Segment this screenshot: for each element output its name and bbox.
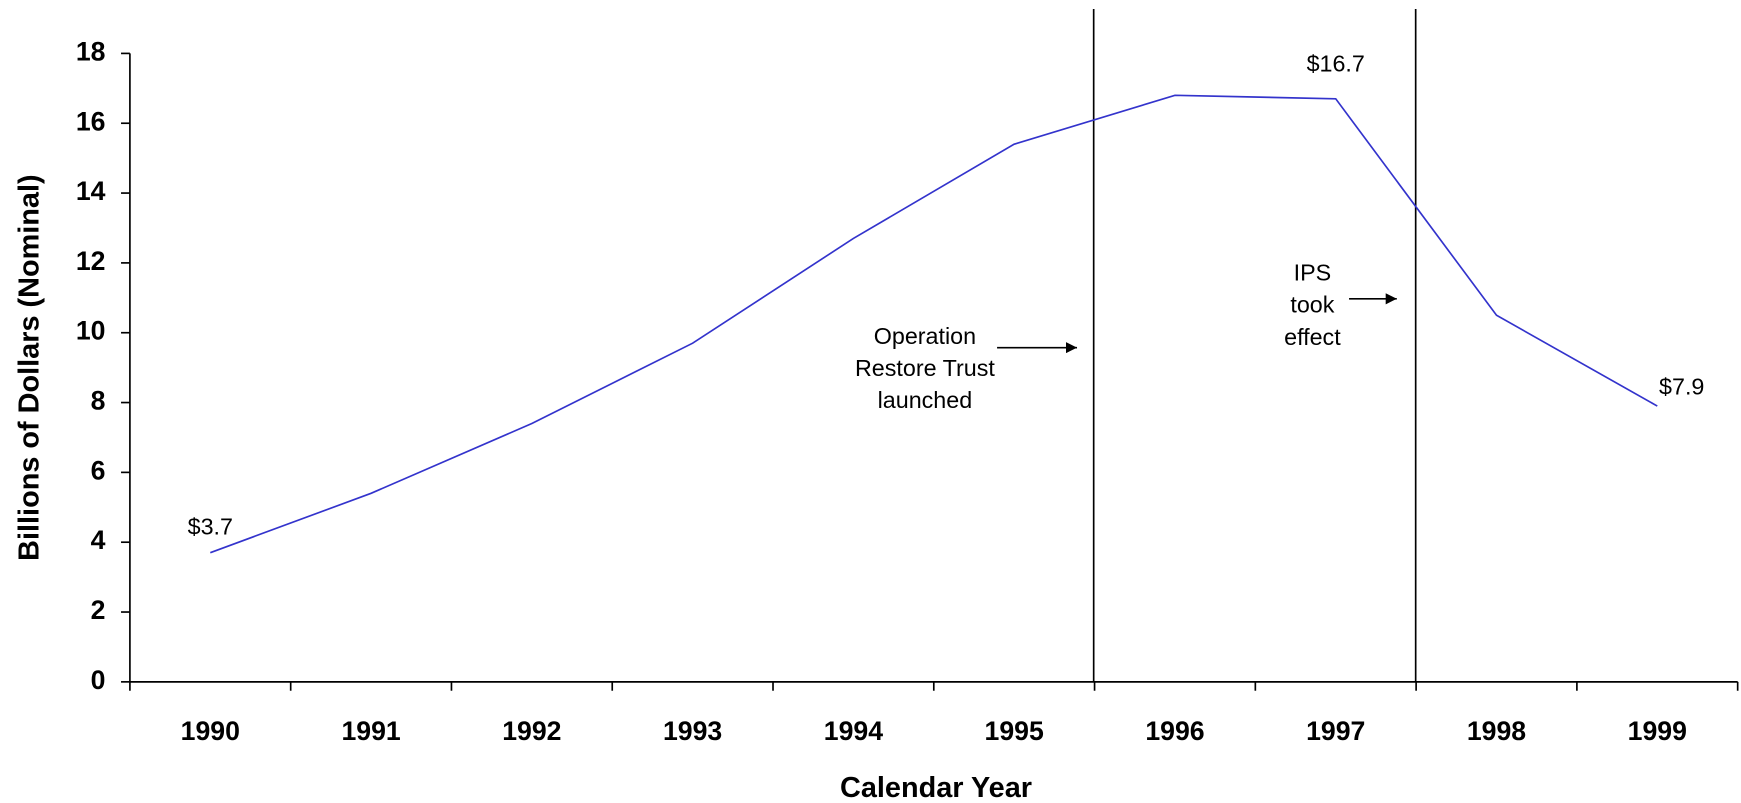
- y-tick-label: 18: [76, 36, 106, 66]
- x-axis-title: Calendar Year: [840, 772, 1032, 803]
- annotation: Operation: [874, 323, 976, 349]
- x-tick-label: 1992: [502, 716, 561, 746]
- y-axis-title: Billions of Dollars (Nominal): [14, 174, 46, 560]
- x-tick-label: 1990: [181, 716, 240, 746]
- annotation: IPS: [1294, 260, 1332, 286]
- y-tick-label: 8: [91, 386, 106, 416]
- x-tick-label: 1997: [1306, 716, 1365, 746]
- annotation: launched: [878, 387, 973, 413]
- x-tick-label: 1994: [824, 716, 883, 746]
- data-line: [210, 94, 1658, 554]
- annotation: Restore Trust: [855, 355, 995, 381]
- data-label: $7.9: [1659, 373, 1704, 399]
- y-tick-label: 10: [76, 316, 106, 346]
- y-tick-label: 0: [91, 665, 106, 695]
- annotation: took: [1290, 292, 1334, 318]
- x-tick-label: 1998: [1467, 716, 1526, 746]
- x-tick-label: 1991: [341, 716, 400, 746]
- x-tick-label: 1999: [1628, 716, 1687, 746]
- annotation: effect: [1284, 324, 1341, 350]
- x-tick-label: 1995: [985, 716, 1044, 746]
- y-tick-label: 2: [91, 595, 106, 625]
- y-tick-label: 12: [76, 246, 106, 276]
- y-tick-label: 6: [91, 455, 106, 485]
- y-tick-label: 16: [76, 106, 106, 136]
- x-tick-label: 1993: [663, 716, 722, 746]
- y-tick-label: 4: [91, 525, 106, 555]
- x-tick-label: 1996: [1145, 716, 1204, 746]
- data-label: $3.7: [188, 513, 233, 539]
- y-tick-label: 14: [76, 176, 106, 206]
- data-label: $16.7: [1307, 51, 1365, 77]
